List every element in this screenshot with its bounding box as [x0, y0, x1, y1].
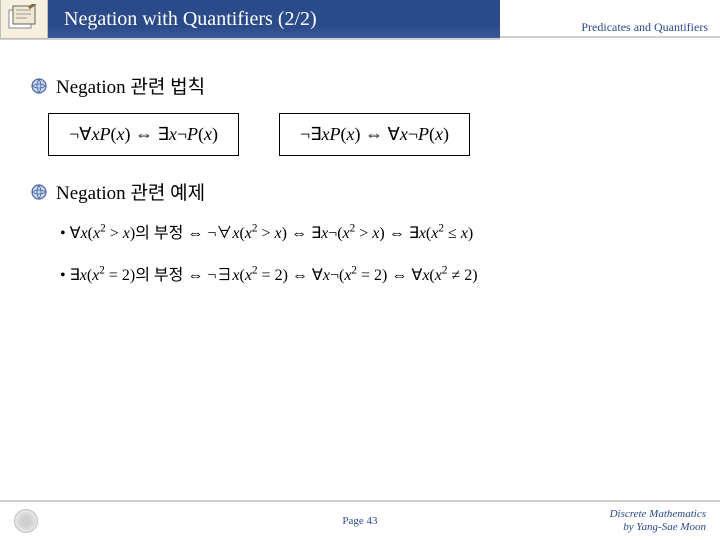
example-1: • ∀x(x2 > x)의 부정 ⇔ ¬∀x(x2 > x) ⇔ ∃x¬(x2 …	[60, 219, 690, 243]
section-title-examples: Negation 관련 예제	[30, 178, 690, 205]
law-boxes-row: ¬∀xP(x) ⇔ ∃x¬P(x) ¬∃xP(x) ⇔ ∀x¬P(x)	[30, 113, 690, 156]
globe-bullet-icon	[30, 77, 48, 95]
globe-bullet-icon	[30, 183, 48, 201]
title-bar: Negation with Quantifiers (2/2)	[0, 0, 500, 40]
footer-logo-icon	[14, 509, 38, 533]
section-laws: Negation 관련 법칙 ¬∀xP(x) ⇔ ∃x¬P(x) ¬∃xP(x)…	[30, 72, 690, 156]
footer-credit: Discrete Mathematics by Yang-Sae Moon	[610, 508, 706, 534]
page-number: Page 43	[342, 515, 377, 527]
header-icon	[0, 0, 48, 39]
section-title-laws: Negation 관련 법칙	[30, 72, 690, 99]
credit-line-1: Discrete Mathematics	[610, 508, 706, 521]
section-examples: Negation 관련 예제 • ∀x(x2 > x)의 부정 ⇔ ¬∀x(x2…	[30, 178, 690, 285]
credit-line-2: by Yang-Sae Moon	[610, 521, 706, 534]
slide-header: Negation with Quantifiers (2/2) Predicat…	[0, 0, 720, 48]
law-box-2: ¬∃xP(x) ⇔ ∀x¬P(x)	[279, 113, 470, 156]
slide-footer: Page 43 Discrete Mathematics by Yang-Sae…	[0, 500, 720, 540]
section-title-text: Negation 관련 법칙	[56, 72, 205, 99]
slide-content: Negation 관련 법칙 ¬∀xP(x) ⇔ ∃x¬P(x) ¬∃xP(x)…	[0, 48, 720, 285]
slide-subtitle: Predicates and Quantifiers	[581, 20, 708, 35]
law-box-1: ¬∀xP(x) ⇔ ∃x¬P(x)	[48, 113, 239, 156]
section-title-text: Negation 관련 예제	[56, 178, 205, 205]
header-divider	[500, 36, 720, 38]
examples-list: • ∀x(x2 > x)의 부정 ⇔ ¬∀x(x2 > x) ⇔ ∃x¬(x2 …	[30, 219, 690, 285]
slide-title: Negation with Quantifiers (2/2)	[48, 8, 317, 31]
example-2: • ∃x(x2 = 2)의 부정 ⇔ ¬∃x(x2 = 2) ⇔ ∀x¬(x2 …	[60, 261, 690, 285]
